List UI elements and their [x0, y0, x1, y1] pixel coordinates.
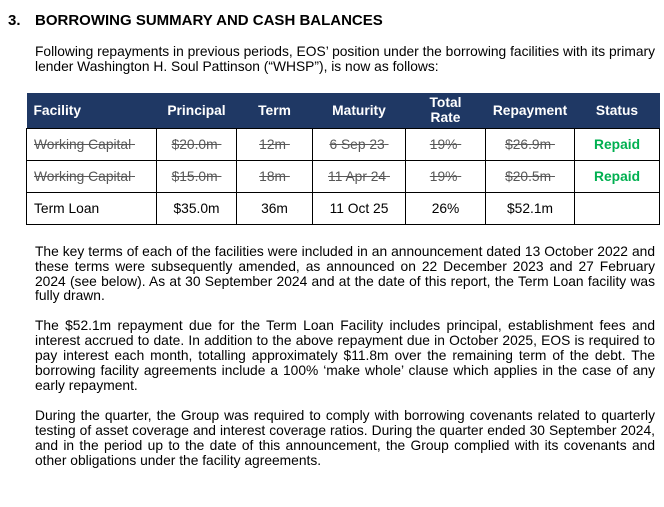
cell-principal: $20.0m [156, 127, 237, 161]
paragraph-repayment-details: The $52.1m repayment due for the Term Lo… [35, 318, 655, 393]
status-badge: Repaid [574, 159, 660, 193]
facility-row-working-capital-2: Working Capital $15.0m 18m 11 Apr 24 19%… [26, 159, 660, 193]
column-header-repayment: Repayment [485, 92, 575, 129]
paragraph-covenants: During the quarter, the Group was requir… [35, 407, 655, 468]
section-number: 3. [8, 12, 21, 29]
table-header-row: Facility Principal Term Maturity Total R… [26, 92, 660, 129]
cell-repayment: $26.9m [485, 127, 575, 161]
cell-facility: Term Loan [26, 191, 157, 225]
cell-maturity: 11 Oct 25 [312, 191, 406, 225]
cell-maturity: 6 Sep 23 [312, 127, 406, 161]
cell-total-rate: 19% [405, 159, 486, 193]
cell-principal: $35.0m [156, 191, 237, 225]
borrowing-facilities-table: Facility Principal Term Maturity Total R… [26, 92, 660, 225]
cell-repayment: $52.1m [485, 191, 575, 225]
facility-row-working-capital-1: Working Capital $20.0m 12m 6 Sep 23 19% … [26, 127, 660, 161]
cell-term: 18m [236, 159, 313, 193]
column-header-maturity: Maturity [312, 92, 406, 129]
section-title: BORROWING SUMMARY AND CASH BALANCES [35, 12, 383, 29]
cell-total-rate: 26% [405, 191, 486, 225]
section-body: Following repayments in previous periods… [26, 44, 660, 468]
cell-facility: Working Capital [26, 127, 157, 161]
column-header-status: Status [574, 92, 660, 129]
cell-principal: $15.0m [156, 159, 237, 193]
cell-facility: Working Capital [26, 159, 157, 193]
column-header-principal: Principal [156, 92, 237, 129]
column-header-term: Term [236, 92, 313, 129]
cell-total-rate: 19% [405, 127, 486, 161]
status-badge [574, 191, 660, 225]
status-badge: Repaid [574, 127, 660, 161]
cell-term: 12m [236, 127, 313, 161]
cell-term: 36m [236, 191, 313, 225]
cell-maturity: 11 Apr 24 [312, 159, 406, 193]
intro-paragraph: Following repayments in previous periods… [35, 44, 655, 74]
column-header-total-rate: Total Rate [405, 92, 486, 129]
facility-row-term-loan: Term Loan $35.0m 36m 11 Oct 25 26% $52.1… [26, 191, 660, 225]
cell-repayment: $20.5m [485, 159, 575, 193]
section-heading: 3. BORROWING SUMMARY AND CASH BALANCES [8, 13, 655, 29]
column-header-facility: Facility [26, 92, 157, 129]
paragraph-key-terms: The key terms of each of the facilities … [35, 243, 655, 304]
